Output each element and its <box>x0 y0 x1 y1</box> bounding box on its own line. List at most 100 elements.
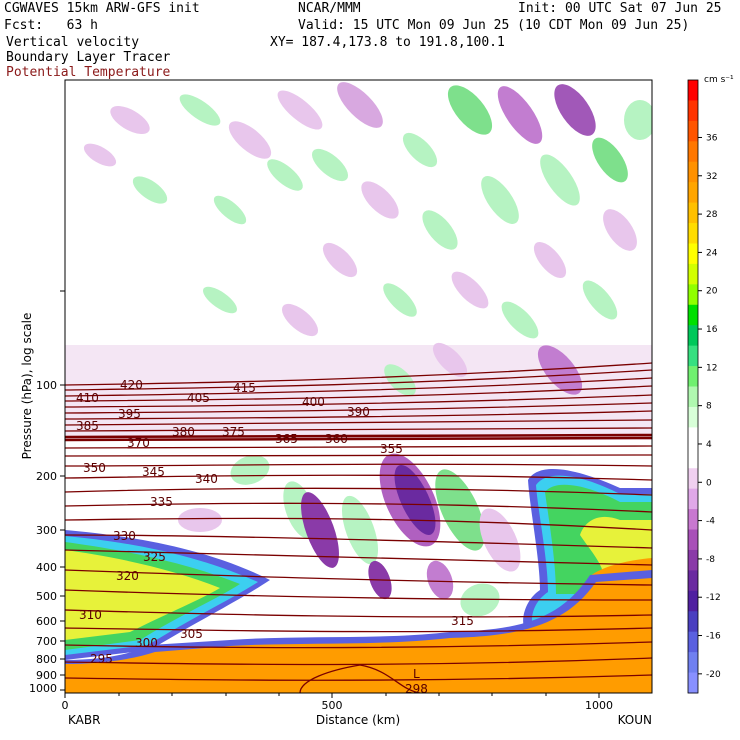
theta-label: 420 <box>120 378 143 392</box>
theta-label: 305 <box>180 627 203 641</box>
w-blob <box>501 301 539 339</box>
theta-line <box>65 474 652 481</box>
theta-line <box>299 664 421 693</box>
w-blob <box>481 176 519 224</box>
colorbar-cell <box>688 611 698 633</box>
w-blob <box>322 242 358 278</box>
forecast-hour: Fcst: 63 h <box>4 18 98 33</box>
colorbar-cell <box>688 652 698 674</box>
w-blob <box>432 342 468 378</box>
w-blob <box>422 210 458 250</box>
theta-label: 310 <box>79 608 102 622</box>
theta-line <box>65 627 652 633</box>
theta-line <box>65 436 652 442</box>
theta-line <box>65 402 652 414</box>
theta-label: 370 <box>127 436 150 450</box>
colorbar-cell <box>688 161 698 183</box>
field-potential-temperature: Potential Temperature <box>6 65 171 80</box>
theta-label: 385 <box>76 419 99 433</box>
theta-label: 405 <box>187 391 210 405</box>
start-station-label: KABR <box>68 713 100 727</box>
colorbar-cell <box>688 468 698 490</box>
y-axis <box>60 290 65 691</box>
field-vertical-velocity: Vertical velocity <box>6 35 140 50</box>
theta-line <box>65 410 652 420</box>
theta-line <box>65 362 652 386</box>
w-blob <box>301 492 339 568</box>
w-blob <box>213 195 247 225</box>
theta-line <box>65 534 652 549</box>
theta-line <box>65 377 652 397</box>
colorbar-cell <box>688 590 698 612</box>
colorbar-cell <box>688 631 698 653</box>
w-blob <box>460 583 500 617</box>
colorbar-cell <box>688 447 698 469</box>
field-boundary-layer-tracer: Boundary Layer Tracer <box>6 50 171 65</box>
theta-line <box>65 463 652 467</box>
colorbar-cell <box>688 141 698 163</box>
colorbar-cells <box>688 80 698 694</box>
w-blob <box>228 121 272 159</box>
org-label: NCAR/MMM <box>298 1 361 16</box>
colorbar-cell <box>688 284 698 306</box>
theta-line <box>65 385 652 402</box>
colorbar-tick-label: 0 <box>706 478 712 488</box>
theta-line <box>65 427 652 432</box>
y-tick-label: 100 <box>36 379 57 392</box>
theta-label: 330 <box>113 529 136 543</box>
x-tick-label: 500 <box>322 699 343 712</box>
colorbar-cell <box>688 672 698 694</box>
w-blob <box>582 280 618 320</box>
w-blob <box>267 159 303 191</box>
w-blob <box>426 560 454 600</box>
theta-line <box>65 517 652 531</box>
colorbar-cell <box>688 509 698 531</box>
colorbar-tick-label: 32 <box>706 172 717 182</box>
x-tick-label: 0 <box>62 699 69 712</box>
theta-label: 355 <box>380 442 403 456</box>
theta-label: 410 <box>76 391 99 405</box>
colorbar-cell <box>688 182 698 204</box>
colorbar-cell <box>688 263 698 285</box>
theta-label: 315 <box>451 614 474 628</box>
x-tick-label: 1000 <box>585 699 613 712</box>
colorbar-tick-label: 8 <box>706 402 712 412</box>
y-tick-label: 500 <box>36 590 57 603</box>
theta-line <box>65 641 652 649</box>
w-blob <box>179 94 221 126</box>
colorbar-cell <box>688 345 698 367</box>
theta-label: 415 <box>233 381 256 395</box>
colorbar-cell <box>688 100 698 122</box>
colorbar-tick-label: -20 <box>706 670 721 680</box>
theta-line <box>65 433 652 439</box>
w-blob <box>341 495 379 565</box>
w-blob <box>202 286 238 314</box>
theta-label: 295 <box>90 652 113 666</box>
colorbar-cell <box>688 488 698 510</box>
colorbar-cell <box>688 223 698 244</box>
colorbar-cell <box>688 202 698 224</box>
colorbar-cell <box>688 304 698 326</box>
theta-line <box>65 487 652 496</box>
vertical-velocity-field <box>83 82 652 339</box>
w-blob <box>554 84 596 136</box>
colorbar-cell <box>688 120 698 142</box>
x-axis <box>64 693 600 698</box>
w-blob <box>110 106 150 134</box>
theta-label: 360 <box>325 432 348 446</box>
colorbar-cell <box>688 406 698 428</box>
colorbar-unit: cm s⁻¹ <box>704 75 734 85</box>
theta-line <box>65 369 652 391</box>
theta-label: 365 <box>275 432 298 446</box>
colorbar-cell <box>688 366 698 387</box>
w-blob <box>603 209 637 251</box>
colorbar-frame <box>687 79 699 694</box>
colorbar-cell <box>688 549 698 571</box>
theta-label: 298 <box>405 682 428 696</box>
y-tick-label: 900 <box>36 669 57 682</box>
x-axis-label: Distance (km) <box>316 713 400 727</box>
theta-line <box>65 657 652 666</box>
colorbar-labels: 36 32 28 24 20 16 12 8 4 0 -4 -8 -12 -16 -20 <box>698 133 721 680</box>
theta-label: 400 <box>302 395 325 409</box>
